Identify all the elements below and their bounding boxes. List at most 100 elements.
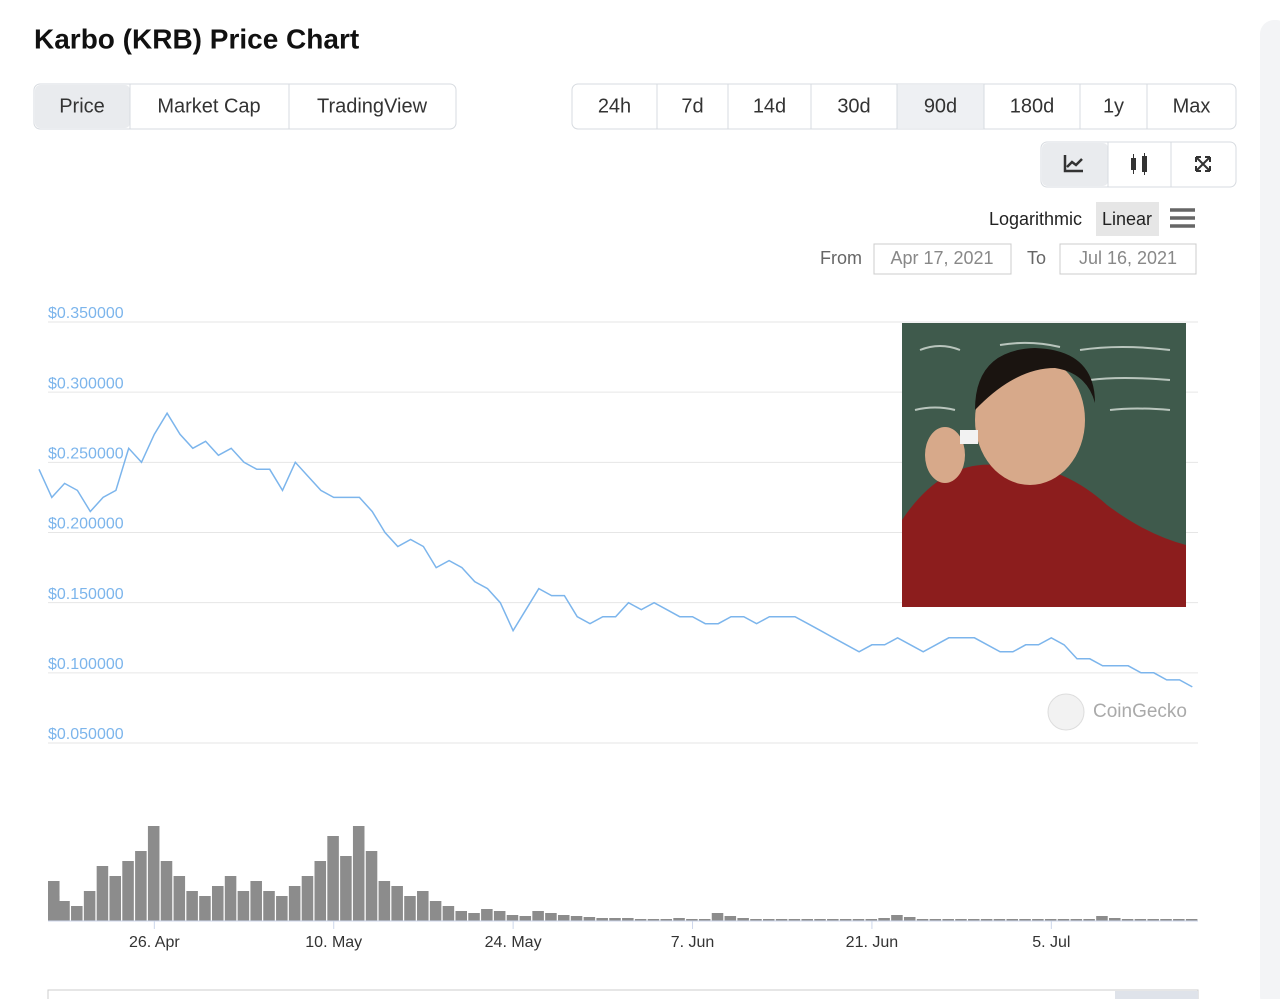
volume-bar: [1185, 919, 1198, 921]
volume-bar: [711, 913, 724, 921]
tab[interactable]: Price: [59, 95, 105, 117]
volume-bar: [968, 919, 980, 921]
volume-bar: [506, 915, 519, 921]
x-tick-label: 5. Jul: [1032, 934, 1070, 951]
volume-bar: [83, 891, 96, 921]
volume-bar: [122, 861, 134, 921]
range-button[interactable]: 90d: [924, 95, 957, 117]
volume-bar: [737, 918, 749, 921]
volume-bar: [583, 917, 596, 921]
y-tick-label: $0.150000: [48, 586, 124, 603]
volume-bar: [1070, 919, 1083, 921]
menu-icon[interactable]: [1170, 208, 1195, 228]
to-label: To: [1027, 248, 1046, 268]
volume-bar: [622, 918, 634, 921]
volume-bar: [942, 919, 954, 921]
range-button[interactable]: Max: [1173, 95, 1211, 117]
volume-bar: [891, 915, 903, 921]
y-tick-label: $0.200000: [48, 516, 124, 533]
volume-bar: [1044, 919, 1057, 921]
volume-bar: [109, 876, 122, 921]
volume-bar: [596, 918, 608, 921]
volume-bar: [545, 913, 557, 921]
volume-bar: [698, 919, 711, 921]
range-button[interactable]: 14d: [753, 95, 786, 117]
volume-bar: [557, 915, 570, 921]
volume-bar: [378, 881, 391, 921]
volume-bar: [827, 919, 839, 921]
x-tick-label: 26. Apr: [129, 934, 180, 951]
volume-bar: [1173, 919, 1185, 921]
volume-bar: [686, 919, 698, 921]
volume-bar: [775, 919, 788, 921]
scale-active-bg: [1096, 202, 1159, 236]
range-button[interactable]: 7d: [681, 95, 703, 117]
y-tick-label: $0.350000: [48, 305, 124, 322]
candle-icon[interactable]: [1131, 153, 1147, 175]
line-chart-icon[interactable]: [1063, 155, 1083, 173]
navigator[interactable]: [47, 989, 1199, 1004]
volume-bar: [763, 919, 775, 921]
volume-bar: [71, 906, 83, 921]
y-tick-label: $0.250000: [48, 446, 124, 463]
range-active-bg: [897, 85, 984, 128]
to-input[interactable]: [1059, 243, 1197, 275]
volume-bar: [801, 919, 813, 921]
volume-bar: [634, 919, 647, 921]
volume-bar: [609, 918, 621, 921]
volume-bar: [301, 876, 314, 921]
volume-bar: [404, 896, 416, 921]
volume-bar: [788, 919, 801, 921]
meme-image: [902, 323, 1186, 607]
to-date: Jul 16, 2021: [1079, 248, 1177, 268]
volume-bar: [929, 919, 942, 921]
volume-bar: [276, 896, 288, 921]
tab[interactable]: TradingView: [317, 95, 428, 117]
tab-group: [33, 83, 457, 130]
volume-bar: [724, 916, 737, 921]
volume-bar: [660, 919, 673, 921]
range-button[interactable]: 30d: [837, 95, 870, 117]
volume-bar: [570, 916, 583, 921]
scrollbar[interactable]: [1260, 20, 1280, 1004]
price-line: [38, 411, 1193, 688]
volume-bar: [455, 911, 467, 921]
tab-active-bg: [35, 85, 130, 128]
volume-bar: [1057, 919, 1070, 921]
volume-bar: [481, 909, 493, 921]
range-button[interactable]: 24h: [598, 95, 631, 117]
volume-bar: [288, 886, 301, 921]
volume-bar: [814, 919, 826, 921]
volume-bar: [224, 876, 237, 921]
fullscreen-icon[interactable]: [1195, 156, 1211, 172]
volume-bar: [852, 919, 865, 921]
x-tick-label: 21. Jun: [846, 934, 898, 951]
volume-bar: [1083, 919, 1095, 921]
volume-bar: [1006, 919, 1019, 921]
volume-bar: [442, 906, 455, 921]
volume-bar: [1019, 919, 1031, 921]
volume-bar: [468, 913, 480, 921]
x-tick-label: 7. Jun: [671, 934, 715, 951]
svg-text:CoinGecko: CoinGecko: [1093, 701, 1187, 722]
scale-option[interactable]: Linear: [1102, 209, 1152, 229]
y-tick-label: $0.050000: [48, 726, 124, 743]
volume-bar: [199, 896, 211, 921]
volume-bar: [839, 919, 852, 921]
volume-bar: [1121, 919, 1134, 921]
from-input[interactable]: [873, 243, 1012, 275]
volume-bar: [519, 916, 532, 921]
scale-option[interactable]: Logarithmic: [989, 209, 1082, 229]
volume-bar: [955, 919, 967, 921]
range-button[interactable]: 180d: [1010, 95, 1055, 117]
range-button[interactable]: 1y: [1103, 95, 1124, 117]
volume-bar: [673, 918, 685, 921]
volume-bar: [160, 861, 173, 921]
volume-bar: [365, 851, 378, 921]
navigator-handle[interactable]: [1115, 991, 1198, 1001]
volume-bar: [58, 901, 70, 921]
tab[interactable]: Market Cap: [157, 95, 260, 117]
volume-bar: [211, 886, 224, 921]
volume-bar: [147, 826, 160, 921]
